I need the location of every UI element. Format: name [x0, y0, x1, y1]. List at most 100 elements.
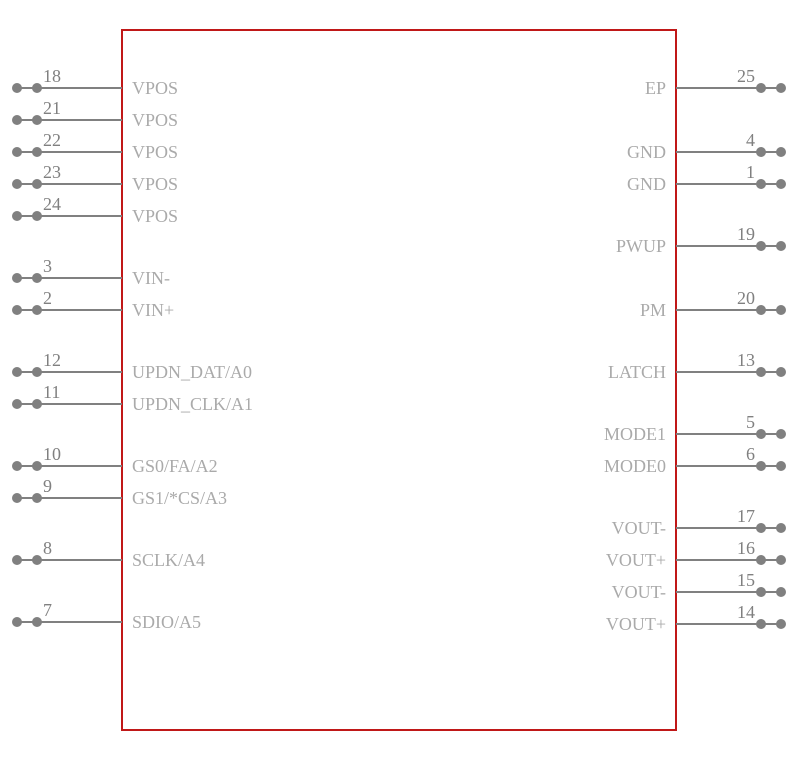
pin-endpoint — [12, 461, 22, 471]
pin-endpoint — [12, 493, 22, 503]
pin-endpoint — [32, 305, 42, 315]
pin-endpoint — [756, 367, 766, 377]
pin-endpoint — [32, 83, 42, 93]
pin-endpoint — [776, 619, 786, 629]
pin-label: SCLK/A4 — [132, 550, 205, 570]
pin-label: VIN- — [132, 268, 170, 288]
pin-endpoint — [12, 115, 22, 125]
pin-endpoint — [32, 493, 42, 503]
pin-number: 11 — [43, 382, 60, 402]
pin-endpoint — [756, 619, 766, 629]
pin-number: 7 — [43, 600, 52, 620]
pin-number: 1 — [746, 162, 755, 182]
pin-label: LATCH — [608, 362, 666, 382]
pin-label: VPOS — [132, 78, 178, 98]
pin-endpoint — [776, 179, 786, 189]
pin-endpoint — [12, 179, 22, 189]
pin-endpoint — [32, 179, 42, 189]
pin-endpoint — [776, 523, 786, 533]
pin-number: 17 — [737, 506, 755, 526]
pin-number: 4 — [746, 130, 755, 150]
pin-endpoint — [756, 555, 766, 565]
pin-endpoint — [756, 429, 766, 439]
pin-endpoint — [776, 305, 786, 315]
pin-endpoint — [776, 555, 786, 565]
pin-label: PWUP — [616, 236, 666, 256]
pin-endpoint — [756, 147, 766, 157]
pin-endpoint — [756, 241, 766, 251]
pin-number: 14 — [737, 602, 755, 622]
pin-number: 25 — [737, 66, 755, 86]
pin-endpoint — [32, 273, 42, 283]
pin-label: GND — [627, 142, 666, 162]
pin-endpoint — [12, 147, 22, 157]
pin-label: VOUT+ — [606, 550, 666, 570]
pin-endpoint — [12, 367, 22, 377]
pin-label: MODE0 — [604, 456, 666, 476]
pin-label: VPOS — [132, 142, 178, 162]
pin-label: EP — [645, 78, 666, 98]
pin-label: VPOS — [132, 174, 178, 194]
pin-number: 9 — [43, 476, 52, 496]
pin-label: UPDN_DAT/A0 — [132, 362, 252, 382]
pin-endpoint — [756, 83, 766, 93]
pin-endpoint — [776, 429, 786, 439]
pin-endpoint — [12, 617, 22, 627]
pin-endpoint — [12, 305, 22, 315]
pin-endpoint — [32, 367, 42, 377]
pin-label: GS1/*CS/A3 — [132, 488, 227, 508]
pin-endpoint — [756, 587, 766, 597]
pin-endpoint — [756, 461, 766, 471]
pin-endpoint — [756, 179, 766, 189]
pin-number: 16 — [737, 538, 755, 558]
pin-endpoint — [756, 305, 766, 315]
pin-endpoint — [32, 617, 42, 627]
pin-endpoint — [12, 399, 22, 409]
pin-endpoint — [12, 273, 22, 283]
pin-endpoint — [12, 83, 22, 93]
pin-endpoint — [756, 523, 766, 533]
pin-endpoint — [776, 241, 786, 251]
pin-label: GND — [627, 174, 666, 194]
pin-number: 23 — [43, 162, 61, 182]
pin-endpoint — [32, 461, 42, 471]
pin-endpoint — [776, 83, 786, 93]
pin-endpoint — [12, 555, 22, 565]
pin-number: 3 — [43, 256, 52, 276]
pin-label: VOUT- — [612, 518, 666, 538]
pin-label: VIN+ — [132, 300, 174, 320]
pin-label: GS0/FA/A2 — [132, 456, 218, 476]
pin-label: SDIO/A5 — [132, 612, 201, 632]
pin-label: MODE1 — [604, 424, 666, 444]
pin-label: VPOS — [132, 110, 178, 130]
pin-number: 2 — [43, 288, 52, 308]
pin-endpoint — [32, 147, 42, 157]
schematic-diagram: 18VPOS21VPOS22VPOS23VPOS24VPOS3VIN-2VIN+… — [0, 0, 800, 758]
pin-label: VOUT+ — [606, 614, 666, 634]
pin-endpoint — [12, 211, 22, 221]
pin-endpoint — [776, 147, 786, 157]
pin-number: 12 — [43, 350, 61, 370]
pin-endpoint — [32, 555, 42, 565]
pin-number: 15 — [737, 570, 755, 590]
pin-number: 20 — [737, 288, 755, 308]
pin-endpoint — [776, 587, 786, 597]
pin-number: 13 — [737, 350, 755, 370]
pin-endpoint — [776, 367, 786, 377]
pin-endpoint — [776, 461, 786, 471]
pin-label: VPOS — [132, 206, 178, 226]
pin-endpoint — [32, 399, 42, 409]
pin-label: PM — [640, 300, 666, 320]
pin-number: 5 — [746, 412, 755, 432]
pin-number: 18 — [43, 66, 61, 86]
pin-endpoint — [32, 211, 42, 221]
pin-label: VOUT- — [612, 582, 666, 602]
pin-number: 6 — [746, 444, 755, 464]
pin-number: 19 — [737, 224, 755, 244]
pin-number: 10 — [43, 444, 61, 464]
pin-number: 22 — [43, 130, 61, 150]
pin-label: UPDN_CLK/A1 — [132, 394, 253, 414]
pin-endpoint — [32, 115, 42, 125]
pin-number: 21 — [43, 98, 61, 118]
pin-number: 8 — [43, 538, 52, 558]
